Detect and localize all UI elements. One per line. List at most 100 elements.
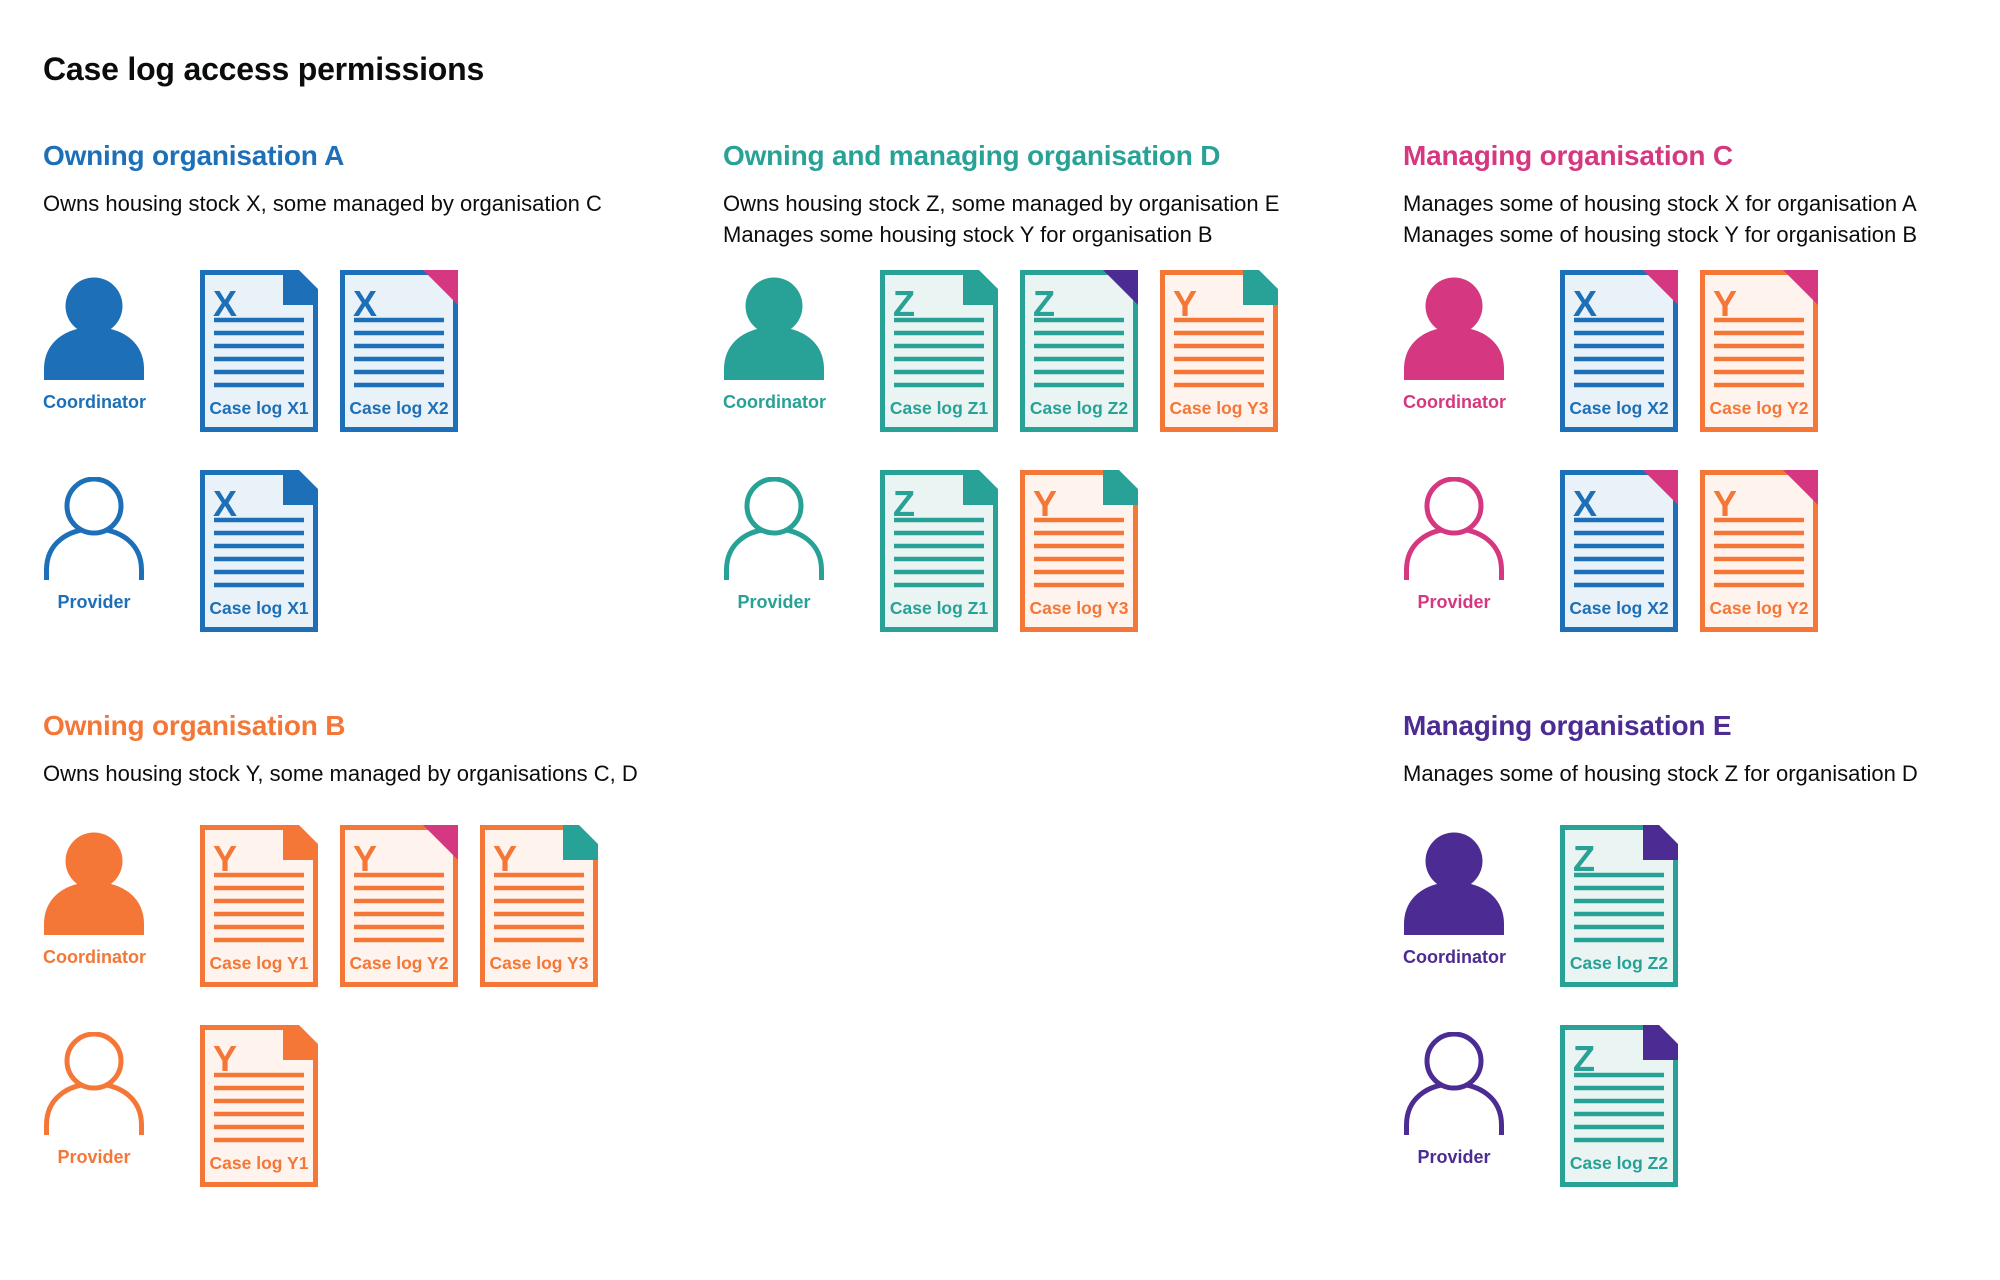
document-text-lines: [354, 872, 444, 943]
document-icon: X Case log X1: [200, 470, 318, 632]
document-label: Case log Y2: [1710, 398, 1809, 418]
section-owning-organisation-b: Owning organisation B Owns housing stock…: [43, 710, 708, 1275]
case-log-document: X Case log X2: [1560, 270, 1678, 432]
document-icon: Y Case log Y2: [1700, 470, 1818, 632]
folded-corner: [563, 825, 598, 860]
section-title: Owning organisation A: [43, 140, 345, 171]
role-label: Coordinator: [1403, 392, 1506, 412]
folded-corner: [1783, 470, 1818, 505]
folded-corner: [283, 825, 318, 860]
document-label: Case log Y3: [1170, 398, 1269, 418]
document-icon: Y Case log Y3: [480, 825, 598, 987]
document-text-lines: [1714, 317, 1804, 388]
document-label: Case log X2: [349, 398, 448, 418]
permission-row-provider: Provider X Case log X2 Y Case log Y2: [1403, 470, 1818, 632]
document-label: Case log Y3: [1030, 598, 1129, 618]
document-icon: X Case log X1: [200, 270, 318, 432]
folded-corner: [423, 825, 458, 860]
document-label: Case log Z2: [1030, 398, 1128, 418]
person-coordinator: Coordinator: [1403, 825, 1506, 968]
doc-list: Z Case log Z1 Z Case log Z2 Y Case log Y…: [880, 270, 1278, 432]
document-text-lines: [894, 317, 984, 388]
document-label: Case log X2: [1569, 598, 1668, 618]
provider-icon: [1404, 477, 1504, 580]
permission-row-provider: Provider Z Case log Z2: [1403, 1025, 1678, 1187]
document-letter: X: [1573, 283, 1597, 324]
provider-icon: [724, 477, 824, 580]
document-icon: Y Case log Y3: [1160, 270, 1278, 432]
document-label: Case log Y2: [1710, 598, 1809, 618]
section-description: Owns housing stock Z, some managed by or…: [723, 188, 1388, 250]
document-letter: Z: [1573, 1038, 1595, 1079]
folded-corner: [283, 470, 318, 505]
document-label: Case log Y3: [490, 953, 589, 973]
section-description-line: Manages some of housing stock Z for orga…: [1403, 761, 1918, 786]
case-log-document: Y Case log Y1: [200, 1025, 318, 1187]
document-icon: Y Case log Y1: [200, 825, 318, 987]
case-log-document: Y Case log Y3: [1160, 270, 1278, 432]
section-description-line: Owns housing stock Y, some managed by or…: [43, 761, 638, 786]
section-title: Managing organisation C: [1403, 140, 1733, 171]
doc-list: X Case log X2 Y Case log Y2: [1560, 270, 1818, 432]
person-coordinator: Coordinator: [723, 270, 826, 413]
document-label: Case log Z2: [1570, 1153, 1668, 1173]
case-log-document: Y Case log Y3: [480, 825, 598, 987]
case-log-document: X Case log X1: [200, 470, 318, 632]
case-log-document: Y Case log Y3: [1020, 470, 1138, 632]
document-letter: Z: [1033, 283, 1055, 324]
document-icon: Z Case log Z1: [880, 270, 998, 432]
document-icon: X Case log X2: [1560, 470, 1678, 632]
section-description: Manages some of housing stock Z for orga…: [1403, 758, 2000, 789]
document-text-lines: [214, 872, 304, 943]
section-description: Manages some of housing stock X for orga…: [1403, 188, 2000, 250]
document-label: Case log X1: [209, 598, 308, 618]
document-letter: Y: [353, 838, 377, 879]
document-letter: Y: [1173, 283, 1197, 324]
document-text-lines: [354, 317, 444, 388]
case-log-document: X Case log X1: [200, 270, 318, 432]
doc-list: Y Case log Y1 Y Case log Y2 Y Case log Y…: [200, 825, 598, 987]
section-description-line: Manages some of housing stock X for orga…: [1403, 191, 1917, 216]
permission-row-coordinator: Coordinator Z Case log Z1 Z Case log Z2 …: [723, 270, 1278, 432]
folded-corner: [963, 470, 998, 505]
document-letter: Y: [1033, 483, 1057, 524]
folded-corner: [1643, 470, 1678, 505]
document-letter: X: [1573, 483, 1597, 524]
document-text-lines: [214, 1072, 304, 1143]
document-letter: Z: [893, 283, 915, 324]
permission-row-provider: Provider Y Case log Y1: [43, 1025, 318, 1187]
document-letter: Y: [213, 1038, 237, 1079]
document-text-lines: [894, 517, 984, 588]
document-label: Case log Y1: [210, 1153, 309, 1173]
doc-list: X Case log X2 Y Case log Y2: [1560, 470, 1818, 632]
section-description-line: Manages some housing stock Y for organis…: [723, 222, 1213, 247]
section-title: Owning and managing organisation D: [723, 140, 1221, 171]
person-provider: Provider: [43, 1025, 145, 1168]
permission-row-coordinator: Coordinator X Case log X2 Y Case log Y2: [1403, 270, 1818, 432]
doc-list: Y Case log Y1: [200, 1025, 318, 1187]
section-title: Managing organisation E: [1403, 710, 1732, 741]
document-icon: Y Case log Y2: [1700, 270, 1818, 432]
role-label: Provider: [57, 592, 131, 612]
doc-list: X Case log X1: [200, 470, 318, 632]
document-letter: X: [213, 483, 237, 524]
coordinator-icon: [1404, 277, 1504, 380]
coordinator-icon: [44, 277, 144, 380]
document-text-lines: [1574, 517, 1664, 588]
provider-icon: [1404, 1032, 1504, 1135]
folded-corner: [963, 270, 998, 305]
person-provider: Provider: [723, 470, 825, 613]
section-description-line: Owns housing stock X, some managed by or…: [43, 191, 602, 216]
doc-list: Z Case log Z1 Y Case log Y3: [880, 470, 1138, 632]
document-letter: X: [353, 283, 377, 324]
permission-row-provider: Provider X Case log X1: [43, 470, 318, 632]
folded-corner: [1103, 270, 1138, 305]
folded-corner: [283, 270, 318, 305]
provider-icon: [44, 477, 144, 580]
document-letter: Y: [213, 838, 237, 879]
document-icon: X Case log X2: [1560, 270, 1678, 432]
document-letter: Y: [1713, 483, 1737, 524]
document-label: Case log Y2: [350, 953, 449, 973]
role-label: Coordinator: [43, 947, 146, 967]
